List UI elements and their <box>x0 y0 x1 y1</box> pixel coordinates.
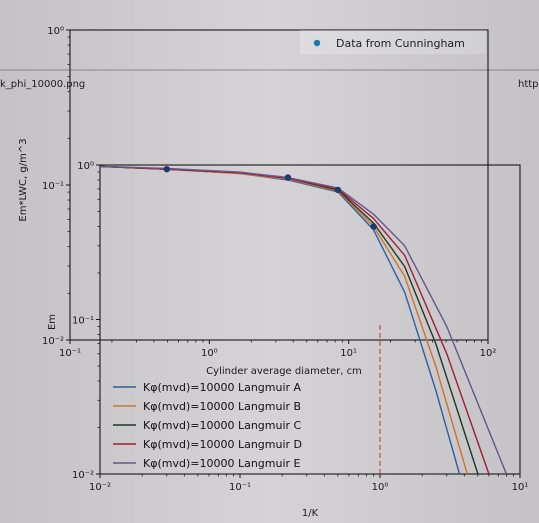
back-x-tick-label: 10² <box>480 348 497 359</box>
front-x-tick-label: 10⁰ <box>372 482 389 493</box>
data-point <box>334 186 342 194</box>
back-legend-marker <box>313 39 321 47</box>
data-point <box>284 174 292 181</box>
front-x-tick-label: 10⁻¹ <box>229 482 251 493</box>
legend-label: Kφ(mvd)=10000 Langmuir B <box>143 400 301 413</box>
front-y-tick-label: 10⁰ <box>77 161 94 172</box>
back-y-tick-label: 10⁻² <box>42 336 64 347</box>
legend-label: Kφ(mvd)=10000 Langmuir A <box>143 381 302 394</box>
data-point <box>370 223 377 230</box>
front-x-tick-label: 10¹ <box>512 482 529 493</box>
back-y-axis-label: Em*LWC, g/m^3 <box>18 138 29 221</box>
header-url: http <box>518 79 539 90</box>
back-y-tick-label: 10⁰ <box>47 26 64 37</box>
legend-label: Kφ(mvd)=10000 Langmuir D <box>143 438 302 451</box>
back-x-axis-label: Cylinder average diameter, cm <box>206 366 362 377</box>
header-filename: k_phi_10000.png <box>0 79 85 90</box>
back-legend-label: Data from Cunningham <box>336 37 465 50</box>
back-legend: Data from Cunningham <box>300 30 486 54</box>
back-x-tick-label: 10⁰ <box>201 348 218 359</box>
back-y-tick-label: 10⁻¹ <box>42 181 64 192</box>
front-x-tick-label: 10⁻² <box>89 482 111 493</box>
legend-label: Kφ(mvd)=10000 Langmuir C <box>143 419 302 432</box>
front-x-axis-label: 1/K <box>302 508 319 519</box>
back-x-tick-label: 10¹ <box>340 348 357 359</box>
back-x-tick-label: 10⁻¹ <box>59 348 81 359</box>
front-y-tick-label: 10⁻² <box>72 470 94 481</box>
front-y-axis-label: Em <box>47 314 58 330</box>
legend-label: Kφ(mvd)=10000 Langmuir E <box>143 457 301 470</box>
data-point <box>163 165 170 173</box>
front-y-tick-label: 10⁻¹ <box>72 316 94 327</box>
